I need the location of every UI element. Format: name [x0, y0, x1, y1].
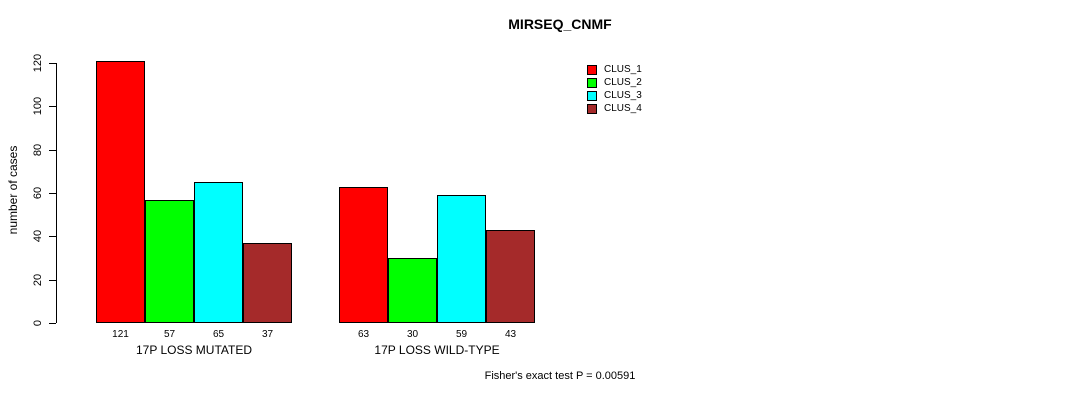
bar-clus_1-group1	[96, 60, 145, 323]
legend-label: CLUS_3	[604, 90, 642, 101]
y-axis-tick	[49, 63, 56, 64]
y-axis-tick	[49, 106, 56, 108]
y-axis-line	[56, 63, 57, 323]
bar-value-label: 65	[212, 329, 225, 340]
bar-clus_1-group2	[339, 186, 388, 323]
bar-clus_3-group2	[437, 195, 486, 323]
bar-value-label: 59	[455, 329, 468, 340]
y-axis-tick	[49, 149, 56, 151]
legend: CLUS_1 CLUS_2 CLUS_3 CLUS_4	[587, 65, 642, 117]
legend-label: CLUS_2	[604, 77, 642, 88]
y-tick-label: 0	[32, 319, 44, 327]
legend-item: CLUS_2	[587, 78, 642, 88]
y-axis-tick	[49, 279, 56, 281]
legend-label: CLUS_1	[604, 64, 642, 75]
legend-swatch-clus_3	[587, 91, 597, 101]
y-tick-label: 100	[32, 97, 44, 116]
bar-value-label: 63	[357, 329, 370, 340]
bar-clus_4-group2	[486, 229, 535, 323]
bar-value-label: 43	[504, 329, 517, 340]
y-tick-label: 60	[32, 186, 44, 200]
x-category-label: 17P LOSS WILD-TYPE	[374, 343, 500, 357]
x-category-label: 17P LOSS MUTATED	[135, 343, 253, 357]
y-axis-tick	[49, 193, 56, 194]
bar-clus_2-group1	[145, 199, 194, 323]
chart-title: MIRSEQ_CNMF	[508, 16, 612, 32]
bar-value-label: 37	[261, 329, 274, 340]
bar-clus_4-group1	[243, 242, 292, 323]
y-axis-tick	[49, 323, 56, 324]
bar-value-label: 57	[163, 329, 176, 340]
annotation-text: Fisher's exact test P = 0.00591	[484, 370, 636, 382]
bar-value-label: 121	[112, 329, 129, 340]
y-tick-label: 80	[32, 143, 44, 156]
legend-item: CLUS_3	[587, 91, 642, 101]
y-tick-label: 40	[32, 230, 44, 243]
y-axis-tick	[49, 236, 56, 238]
y-tick-label: 120	[32, 53, 44, 73]
legend-label: CLUS_4	[604, 103, 642, 114]
legend-item: CLUS_4	[587, 104, 642, 114]
bar-clus_3-group1	[194, 182, 243, 323]
legend-swatch-clus_1	[587, 65, 597, 75]
bar-clus_2-group2	[388, 258, 437, 323]
y-tick-label: 20	[32, 273, 44, 286]
legend-swatch-clus_4	[587, 104, 597, 114]
bar-value-label: 30	[406, 329, 419, 340]
legend-swatch-clus_2	[587, 78, 597, 88]
legend-item: CLUS_1	[587, 65, 642, 75]
